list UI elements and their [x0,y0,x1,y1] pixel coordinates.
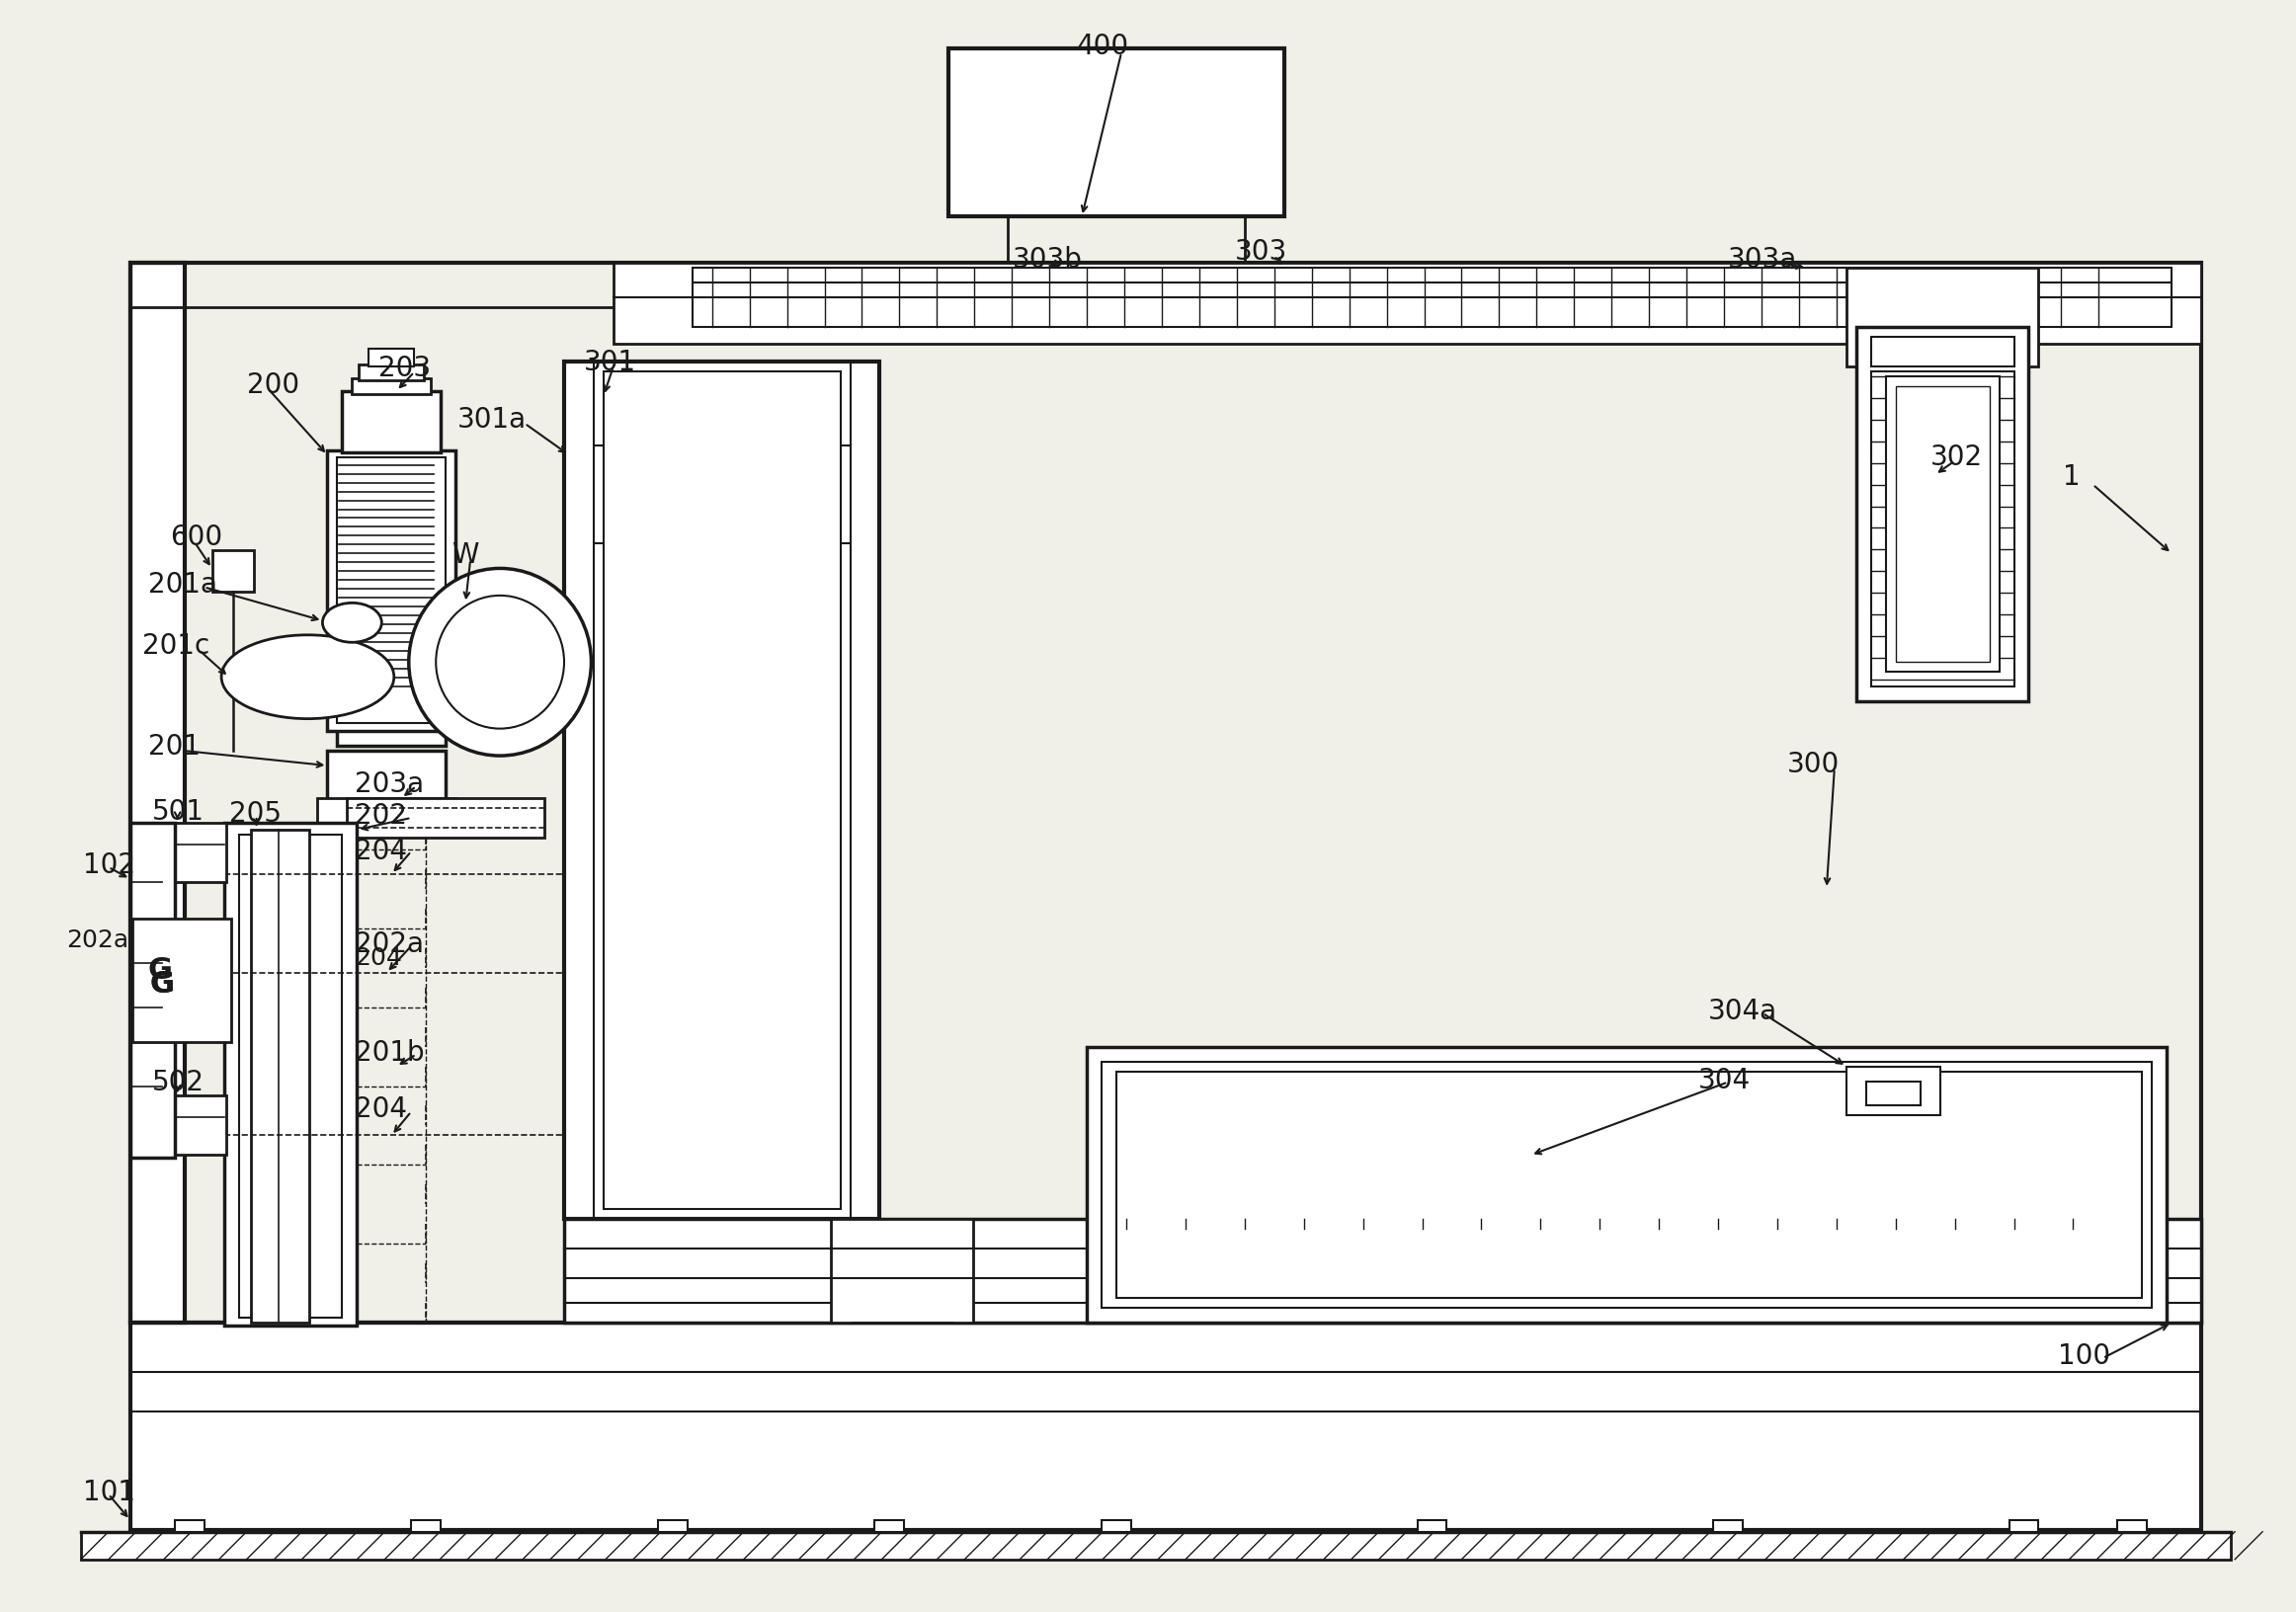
Ellipse shape [436,595,565,729]
Text: 205: 205 [230,800,280,827]
Bar [659,1520,687,1531]
Bar [875,1520,905,1531]
Bar [367,682,416,700]
Text: 301a: 301a [457,406,526,434]
Text: 400: 400 [1077,32,1130,61]
Bar [328,450,455,732]
Text: G: G [149,970,174,999]
Bar [211,551,253,592]
Text: G: G [147,956,172,985]
Text: G: G [149,970,174,999]
Text: 201a: 201a [147,571,218,600]
Text: 101: 101 [83,1478,135,1506]
Bar [948,48,1283,216]
Bar [1417,1520,1446,1531]
Bar [1871,371,2014,687]
Text: 303a: 303a [1729,247,1798,274]
Text: 202a: 202a [356,930,425,958]
Text: 102: 102 [83,851,135,879]
Text: 202a: 202a [67,929,129,953]
Bar [1885,376,2000,672]
Ellipse shape [409,569,592,756]
Bar [693,268,2172,327]
Bar [161,822,225,882]
Bar [2117,1520,2147,1531]
Bar [613,263,2202,343]
Bar [131,263,184,1323]
Bar [831,1219,974,1323]
Bar [377,671,406,685]
Bar [565,361,879,1219]
Bar [1102,1520,1132,1531]
Bar [2009,1520,2039,1531]
Bar [131,1323,2202,1530]
Text: 100: 100 [2057,1343,2110,1370]
Bar [1102,1061,2151,1307]
Bar [133,919,232,1041]
Text: 600: 600 [170,524,223,551]
Bar [381,653,402,672]
Bar [317,798,455,822]
Bar [1871,337,2014,366]
Bar [342,390,441,451]
Bar [225,822,356,1325]
Text: W: W [452,542,480,569]
Bar [1086,1046,2167,1323]
Bar [411,1520,441,1531]
Text: 201b: 201b [356,1038,425,1067]
Text: 201c: 201c [142,632,209,659]
Text: 303: 303 [1235,239,1288,266]
Bar [1855,327,2030,701]
Bar [328,751,445,800]
Text: 203: 203 [379,355,432,382]
Bar [351,379,432,393]
Bar [1713,1520,1743,1531]
Bar [370,348,413,366]
Bar [80,1531,2232,1559]
Text: 1: 1 [2064,463,2080,490]
Bar [1846,268,2039,366]
Ellipse shape [321,603,381,642]
Text: 304a: 304a [1708,998,1777,1025]
Text: 204: 204 [356,946,402,970]
Bar [1846,1066,1940,1116]
Text: 303b: 303b [1013,247,1084,274]
Text: 203a: 203a [356,771,425,798]
Bar [338,456,445,724]
Text: 300: 300 [1786,751,1839,779]
Bar [347,711,436,732]
Bar [604,371,840,1209]
Ellipse shape [220,635,395,719]
Bar [161,1096,225,1156]
Text: 304: 304 [1699,1066,1752,1095]
Text: 204: 204 [356,1096,406,1124]
Bar [565,1219,2202,1323]
Bar [131,263,2202,1323]
Text: 204: 204 [356,838,406,866]
Text: 502: 502 [152,1069,204,1096]
Bar [338,725,445,746]
Text: 501: 501 [152,798,204,825]
Bar [347,798,544,838]
Text: 301: 301 [583,348,636,376]
Text: 201: 201 [147,733,200,761]
Bar [1116,1072,2142,1298]
Text: 302: 302 [1931,443,1984,471]
Bar [250,830,310,1323]
Bar [174,1520,204,1531]
Bar [1867,1082,1919,1106]
Bar [239,835,342,1317]
Text: 202: 202 [356,803,406,830]
Bar [1896,385,1988,663]
Bar [131,822,174,1157]
Bar [358,364,425,380]
Bar [356,696,427,714]
Text: 200: 200 [246,371,298,398]
